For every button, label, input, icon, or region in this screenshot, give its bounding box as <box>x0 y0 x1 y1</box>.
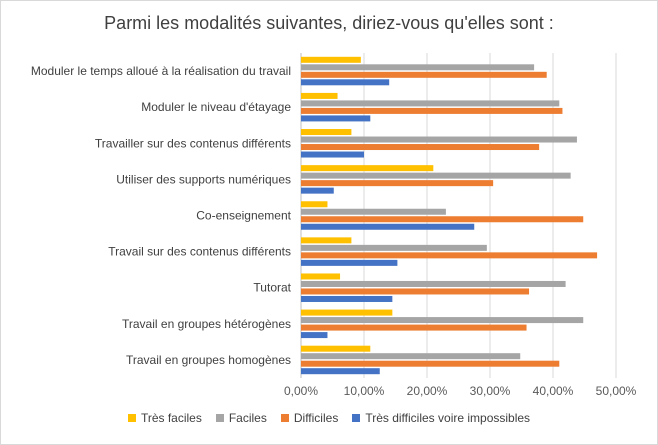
bar <box>301 64 535 71</box>
bar <box>301 151 364 158</box>
bar <box>301 201 328 208</box>
legend-item: Très difficiles voire impossibles <box>352 411 530 425</box>
bar <box>301 187 334 194</box>
x-tick-label: 20,00% <box>407 384 448 398</box>
category-label: Tutorat <box>253 281 291 295</box>
x-tick-label: 0,00% <box>284 384 318 398</box>
legend-item: Faciles <box>215 411 267 425</box>
bar <box>301 56 361 63</box>
category-label: Travailler sur des contenus différents <box>95 136 291 150</box>
bar <box>301 208 446 215</box>
category-label: Moduler le temps alloué à la réalisation… <box>31 64 291 78</box>
bar <box>301 324 527 331</box>
bar <box>301 345 371 352</box>
bar <box>301 100 560 107</box>
bar <box>301 309 393 316</box>
bar <box>301 295 393 302</box>
bar <box>301 71 547 78</box>
bar <box>301 259 398 266</box>
x-tick-label: 30,00% <box>470 384 511 398</box>
bar <box>301 165 434 172</box>
bar <box>301 252 598 259</box>
bar <box>301 115 371 122</box>
bar <box>301 172 571 179</box>
chart-title: Parmi les modalités suivantes, diriez-vo… <box>104 13 554 33</box>
bar <box>301 332 328 339</box>
category-label: Co-enseignement <box>196 209 291 223</box>
legend-label: Faciles <box>228 411 267 425</box>
category-label: Utiliser des supports numériques <box>116 172 291 186</box>
bar <box>301 360 560 367</box>
bar <box>301 129 352 136</box>
legend: Très faciles Faciles Difficiles Très diffic… <box>1 411 657 425</box>
category-label: Travail en groupes homogènes <box>126 353 291 367</box>
legend-item: Difficiles <box>280 411 339 425</box>
bar <box>301 368 380 375</box>
bar <box>301 280 566 287</box>
bar <box>301 180 494 187</box>
bar <box>301 216 584 223</box>
category-label: Travail en groupes hétérogènes <box>122 317 291 331</box>
bar <box>301 223 475 230</box>
bar <box>301 136 577 143</box>
legend-item: Très faciles <box>127 411 202 425</box>
bar <box>301 107 563 114</box>
bar <box>301 288 530 295</box>
bar <box>301 317 584 324</box>
bar <box>301 92 338 99</box>
x-tick-label: 40,00% <box>533 384 574 398</box>
legend-label: Très difficiles voire impossibles <box>365 411 531 425</box>
bar <box>301 244 487 251</box>
category-label: Moduler le niveau d'étayage <box>141 100 291 114</box>
bar <box>301 144 540 151</box>
bar <box>301 79 390 86</box>
legend-swatch <box>127 414 136 422</box>
category-label: Travail sur des contenus différents <box>108 245 291 259</box>
legend-swatch <box>215 414 224 422</box>
legend-swatch <box>352 414 361 422</box>
bar <box>301 273 341 280</box>
legend-swatch <box>280 414 289 422</box>
bar <box>301 353 521 360</box>
x-tick-label: 10,00% <box>344 384 385 398</box>
bar <box>301 237 352 244</box>
x-tick-label: 50,00% <box>596 384 637 398</box>
legend-label: Très faciles <box>140 411 202 425</box>
legend-label: Difficiles <box>293 411 339 425</box>
